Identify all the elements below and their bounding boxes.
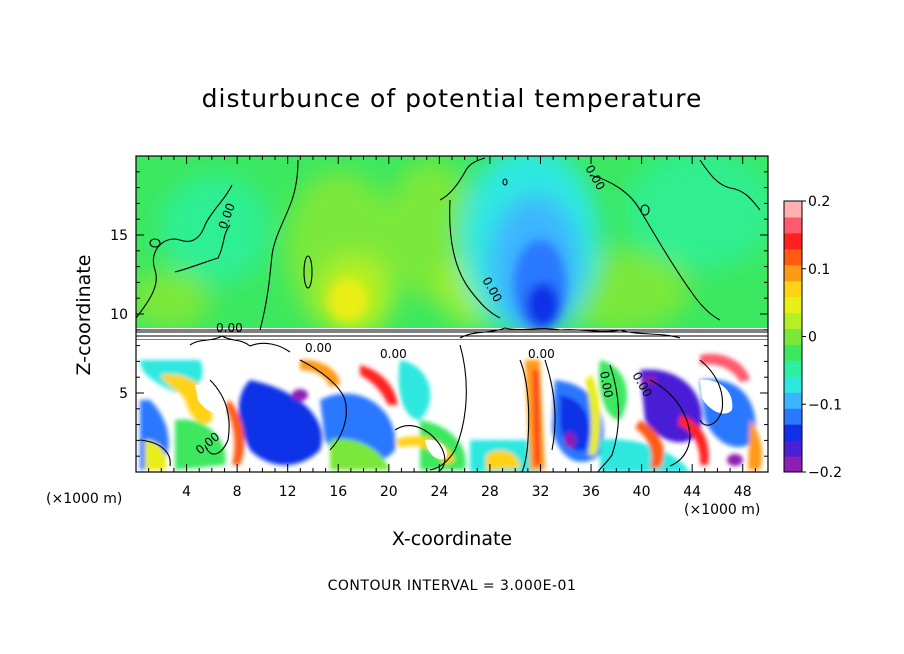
x-tick-label: 36 <box>582 484 600 500</box>
colorbar-swatch <box>784 201 802 218</box>
contour-line <box>699 159 761 211</box>
contour-line <box>459 327 681 339</box>
x-axis-label: X-coordinate <box>391 528 513 550</box>
contour-label: 0.00 <box>216 321 243 335</box>
colorbar-tick-label: 0 <box>808 330 817 346</box>
colorbar-swatch <box>784 328 802 345</box>
contour-loop <box>640 204 650 216</box>
contour-line <box>299 359 347 451</box>
contour-interval-note: CONTOUR INTERVAL = 3.000E-01 <box>327 578 577 594</box>
contour-line <box>439 157 486 201</box>
colorbar-swatch <box>784 264 802 282</box>
colorbar-swatch <box>784 408 802 425</box>
x-tick-label: 40 <box>633 484 651 500</box>
y-tick-label: 5 <box>119 386 128 402</box>
y-tick-label: 15 <box>110 228 128 244</box>
colorbar: 0.2 0.1 0 −0.1 −0.2 <box>783 194 842 481</box>
lower-field <box>136 340 768 472</box>
contour-line <box>139 439 171 467</box>
x-tick-label: 48 <box>734 484 752 500</box>
contour-line <box>449 199 501 319</box>
x-tick-label: 16 <box>329 484 347 500</box>
colorbar-swatch <box>784 216 802 234</box>
colorbar-tick-label: 0.1 <box>808 262 830 278</box>
field-layer <box>136 156 768 472</box>
contour-line <box>136 184 233 319</box>
contour-line <box>589 174 721 321</box>
colorbar-swatch <box>784 344 802 361</box>
colorbar-swatch <box>784 248 802 266</box>
contour-line <box>519 359 530 472</box>
colorbar-swatch <box>784 312 802 330</box>
upper-field <box>136 156 768 330</box>
x-tick-label: 12 <box>279 484 297 500</box>
colorbar-swatch <box>784 376 802 393</box>
y-axis-label: Z-coordinate <box>73 254 95 376</box>
contour-label: 0.00 <box>597 370 615 399</box>
colorbar-swatch <box>784 392 802 409</box>
colorbar-swatch <box>784 440 802 457</box>
contour-line <box>394 425 446 472</box>
contour-line <box>544 359 556 451</box>
x-tick-label: 8 <box>233 484 242 500</box>
x-unit-label: (×1000 m) <box>684 502 761 518</box>
contour-line <box>699 359 724 426</box>
colorbar-swatch <box>784 456 802 473</box>
x-tick-label: 4 <box>182 484 191 500</box>
contour-loop <box>303 255 313 289</box>
y-unit-label: (×1000 m) <box>46 491 123 507</box>
colorbar-swatch <box>784 360 802 377</box>
x-tick-label: 24 <box>430 484 448 500</box>
contour-label: 0.00 <box>305 341 332 355</box>
colorbar-swatch <box>784 232 802 250</box>
contour-line <box>259 159 299 331</box>
colorbar-tick-label: 0.2 <box>808 194 830 210</box>
x-tick-label: 44 <box>683 484 701 500</box>
contour-loop <box>502 178 508 186</box>
chart-title: disturbunce of potential temperature <box>201 84 703 113</box>
x-tick-label: 32 <box>532 484 550 500</box>
colorbar-tick-label: −0.1 <box>808 397 842 413</box>
x-tick-label: 20 <box>380 484 398 500</box>
contour-label: 0.00 <box>528 347 555 361</box>
contour-line <box>429 344 467 471</box>
x-tick-label: 28 <box>481 484 499 500</box>
contour-loop <box>149 238 161 248</box>
colorbar-swatch <box>784 424 802 441</box>
colorbar-swatch <box>784 296 802 314</box>
y-tick-label: 10 <box>110 307 128 323</box>
contour-line <box>597 364 620 472</box>
colorbar-swatch <box>784 280 802 298</box>
contour-line <box>649 379 691 467</box>
colorbar-tick-label: −0.2 <box>808 465 842 481</box>
contour-line <box>174 224 231 273</box>
contour-lines <box>136 157 761 472</box>
contour-label: 0.00 <box>380 347 407 361</box>
contour-line <box>204 379 230 455</box>
contour-line <box>189 335 291 353</box>
